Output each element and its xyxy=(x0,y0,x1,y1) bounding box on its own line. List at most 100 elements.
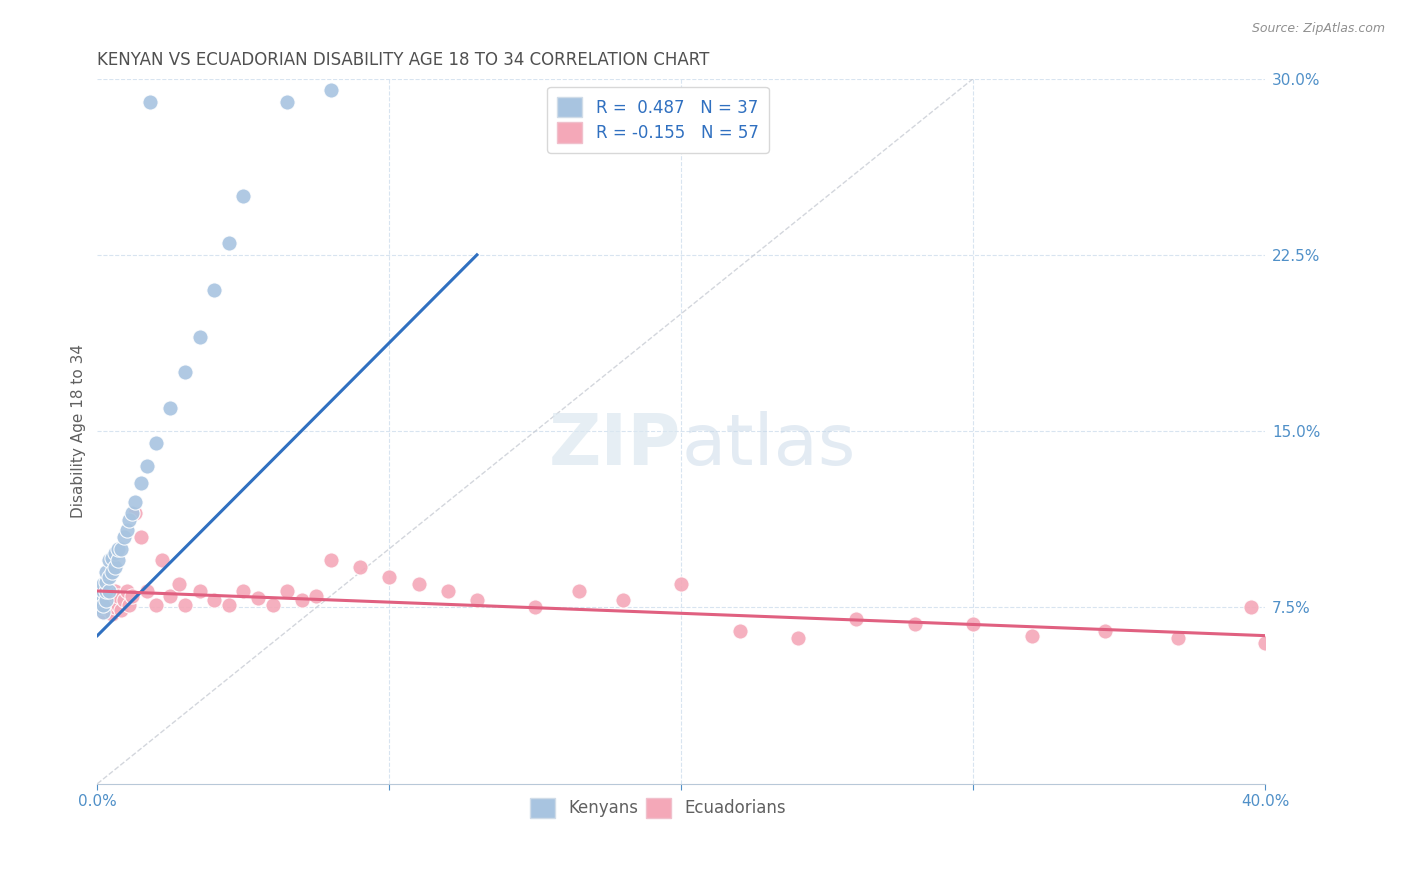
Point xyxy=(612,593,634,607)
Point xyxy=(107,553,129,567)
Point xyxy=(319,83,342,97)
Point xyxy=(112,530,135,544)
Point xyxy=(845,612,868,626)
Point xyxy=(276,95,298,109)
Point xyxy=(568,584,591,599)
Point xyxy=(107,541,129,556)
Point xyxy=(232,189,254,203)
Point xyxy=(118,598,141,612)
Point xyxy=(188,330,211,344)
Point xyxy=(349,560,371,574)
Point xyxy=(129,475,152,490)
Point xyxy=(1167,631,1189,645)
Point xyxy=(98,603,121,617)
Point xyxy=(91,605,114,619)
Point xyxy=(129,530,152,544)
Point xyxy=(101,593,124,607)
Point xyxy=(218,236,240,251)
Point xyxy=(101,551,124,566)
Point xyxy=(112,593,135,607)
Point xyxy=(115,523,138,537)
Point xyxy=(188,584,211,599)
Point xyxy=(98,584,121,599)
Point xyxy=(124,507,146,521)
Y-axis label: Disability Age 18 to 34: Disability Age 18 to 34 xyxy=(72,344,86,518)
Point xyxy=(145,436,167,450)
Point xyxy=(218,598,240,612)
Point xyxy=(118,513,141,527)
Text: ZIP: ZIP xyxy=(550,410,682,480)
Point xyxy=(104,560,127,574)
Point xyxy=(89,589,111,603)
Point xyxy=(94,598,117,612)
Point xyxy=(136,584,159,599)
Point xyxy=(121,507,143,521)
Point xyxy=(291,593,314,607)
Point xyxy=(104,600,127,615)
Point xyxy=(89,600,111,615)
Point xyxy=(91,584,114,599)
Point xyxy=(150,553,173,567)
Point xyxy=(728,624,751,638)
Point xyxy=(94,593,117,607)
Point xyxy=(1021,629,1043,643)
Point xyxy=(174,598,197,612)
Point xyxy=(91,593,114,607)
Point xyxy=(115,584,138,599)
Point xyxy=(101,607,124,622)
Point xyxy=(174,365,197,379)
Point xyxy=(276,584,298,599)
Point xyxy=(98,570,121,584)
Point xyxy=(110,603,132,617)
Point xyxy=(91,577,114,591)
Point xyxy=(101,565,124,579)
Point xyxy=(89,589,111,603)
Point xyxy=(136,459,159,474)
Point xyxy=(305,589,328,603)
Legend: Kenyans, Ecuadorians: Kenyans, Ecuadorians xyxy=(523,791,793,825)
Point xyxy=(904,616,927,631)
Point xyxy=(319,553,342,567)
Point xyxy=(167,577,190,591)
Point xyxy=(91,584,114,599)
Point xyxy=(98,591,121,605)
Point xyxy=(159,401,181,415)
Text: Source: ZipAtlas.com: Source: ZipAtlas.com xyxy=(1251,22,1385,36)
Point xyxy=(202,283,225,297)
Point xyxy=(121,589,143,603)
Point xyxy=(1094,624,1116,638)
Point xyxy=(91,598,114,612)
Point xyxy=(232,584,254,599)
Point xyxy=(104,546,127,560)
Point xyxy=(787,631,810,645)
Point xyxy=(671,577,693,591)
Point xyxy=(1254,636,1277,650)
Point xyxy=(94,589,117,603)
Point xyxy=(94,584,117,599)
Point xyxy=(246,591,269,605)
Point xyxy=(89,600,111,615)
Point xyxy=(145,598,167,612)
Point xyxy=(89,593,111,607)
Point xyxy=(378,570,401,584)
Point xyxy=(408,577,430,591)
Point xyxy=(524,600,547,615)
Point xyxy=(262,598,284,612)
Point xyxy=(436,584,458,599)
Point xyxy=(139,95,162,109)
Point xyxy=(962,616,984,631)
Point xyxy=(94,565,117,579)
Point xyxy=(202,593,225,607)
Point xyxy=(91,605,114,619)
Point xyxy=(98,553,121,567)
Point xyxy=(107,598,129,612)
Point xyxy=(124,494,146,508)
Point xyxy=(94,574,117,589)
Point xyxy=(1240,600,1263,615)
Point xyxy=(159,589,181,603)
Point xyxy=(110,541,132,556)
Text: atlas: atlas xyxy=(682,410,856,480)
Point xyxy=(107,589,129,603)
Text: KENYAN VS ECUADORIAN DISABILITY AGE 18 TO 34 CORRELATION CHART: KENYAN VS ECUADORIAN DISABILITY AGE 18 T… xyxy=(97,51,710,69)
Point xyxy=(465,593,488,607)
